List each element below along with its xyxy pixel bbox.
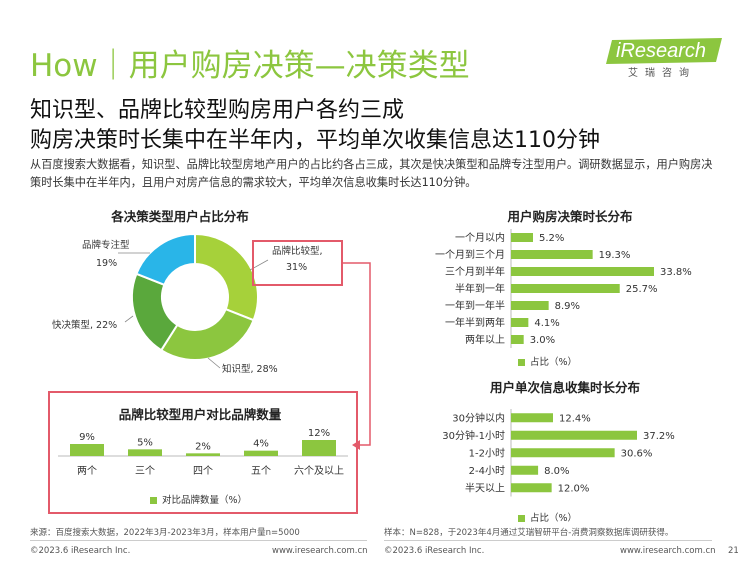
bar-value-label: 30.6% [621, 448, 653, 459]
info-collection-legend: 占比（%） [518, 510, 577, 524]
duration-bar [511, 301, 549, 310]
bar-value-label: 4.1% [534, 318, 559, 329]
leader-line [207, 357, 221, 369]
duration-bar [511, 413, 553, 423]
legend-label: 占比（%） [530, 357, 578, 368]
legend-label: 对比品牌数量（%） [162, 495, 248, 506]
duration-bar [511, 430, 637, 440]
headline-line-1: 知识型、品牌比较型购房用户各约三成 [30, 98, 405, 123]
page-number: 21 [728, 546, 739, 556]
bar-value-label: 8.9% [555, 301, 580, 312]
x-tick-label: 三个 [135, 465, 155, 477]
x-tick-label: 六个及以上 [294, 465, 344, 477]
brand-compare-chart: 9% 两个 5% 三个 2% 四个 4% 五个 12% 六个及以上 [58, 428, 348, 477]
y-tick-label: 半天以上 [465, 481, 505, 494]
legend-swatch [518, 515, 525, 522]
source-note-left: 来源：百度搜索大数据，2022年3月-2023年3月，样本用户量n=5000 [30, 528, 300, 538]
decision-duration-legend: 占比（%） [518, 354, 577, 368]
donut-label: 品牌比较型, [272, 245, 323, 257]
donut-slice [194, 232, 259, 322]
iresearch-logo: iResearch 艾瑞咨询 [606, 38, 724, 79]
website-link-right[interactable]: www.iresearch.com.cn [620, 546, 716, 556]
bar-value-label: 19.3% [599, 250, 631, 261]
y-tick-label: 30分钟-1小时 [442, 429, 505, 442]
copyright-left: ©2023.6 iResearch Inc. [30, 546, 131, 556]
brand-compare-bar [128, 449, 162, 456]
headline-line-2: 购房决策时长集中在半年内，平均单次收集信息达110分钟 [30, 128, 600, 153]
bar-value-label: 9% [79, 432, 95, 443]
bar-value-label: 2% [195, 441, 211, 452]
bar-value-label: 12.0% [558, 483, 590, 494]
x-tick-label: 两个 [77, 465, 97, 477]
bar-value-label: 4% [253, 439, 269, 450]
duration-bar [511, 318, 529, 327]
y-tick-label: 一个月到三个月 [435, 249, 505, 261]
decision-duration-chart: 一个月以内 5.2% 一个月到三个月 19.3% 三个月到半年 33.8% 半年到一年 25.… [435, 229, 692, 348]
duration-bar [511, 335, 524, 344]
bar-value-label: 3.0% [530, 335, 555, 346]
website-link-left[interactable]: www.iresearch.com.cn [272, 546, 368, 556]
y-tick-label: 一年半到两年 [445, 316, 505, 329]
logo-text: iResearch [616, 40, 707, 62]
footer-divider-right [384, 540, 712, 541]
bar-value-label: 12% [308, 428, 330, 439]
info-collection-title: 用户单次信息收集时长分布 [489, 380, 640, 395]
copyright-right: ©2023.6 iResearch Inc. [384, 546, 485, 556]
y-tick-label: 2-4小时 [469, 465, 505, 477]
donut-label: 品牌专注型 [82, 239, 130, 251]
bar-value-label: 8.0% [544, 466, 569, 477]
donut-slice [159, 307, 255, 361]
duration-bar [511, 483, 552, 493]
logo-badge-icon [606, 38, 722, 64]
bar-value-label: 5% [137, 437, 153, 448]
brand-compare-bar [186, 453, 220, 456]
y-tick-label: 两年以上 [465, 333, 505, 346]
decision-duration-title: 用户购房决策时长分布 [507, 209, 633, 224]
y-tick-label: 半年到一年 [455, 282, 505, 295]
brand-compare-bar [302, 440, 336, 456]
donut-value-label: 19% [96, 258, 117, 269]
source-note-right: 样本：N=828，于2023年4月通过艾瑞智研平台-消费洞察数据库调研获得。 [384, 528, 674, 538]
x-tick-label: 五个 [251, 465, 271, 477]
y-tick-label: 1-2小时 [469, 447, 505, 459]
legend-swatch [518, 359, 525, 366]
duration-bar [511, 284, 620, 293]
bar-value-label: 37.2% [643, 431, 675, 442]
brand-compare-legend: 对比品牌数量（%） [150, 492, 247, 506]
duration-bar [511, 250, 593, 259]
bar-value-label: 5.2% [539, 233, 564, 244]
brand-compare-bar [244, 450, 278, 456]
logo-subtitle: 艾瑞咨询 [628, 68, 696, 79]
info-collection-chart: 30分钟以内 12.4% 30分钟-1小时 37.2% 1-2小时 30.6% 2-4小时 8… [442, 409, 675, 497]
footer-divider-left [30, 540, 367, 541]
legend-swatch [150, 497, 157, 504]
duration-bar [511, 267, 654, 276]
leader-line [124, 315, 134, 323]
page-title: How｜用户购房决策—决策类型 [30, 48, 470, 84]
y-tick-label: 三个月到半年 [445, 265, 505, 278]
donut-value-label: 31% [286, 262, 307, 273]
highlight-box-brand-compare [252, 240, 343, 286]
brand-compare-bar [70, 444, 104, 456]
y-tick-label: 一年到一年半 [445, 299, 505, 312]
donut-label: 知识型, 28% [222, 363, 278, 375]
donut-label: 快决策型, 22% [52, 319, 117, 331]
duration-bar [511, 233, 533, 242]
bar-value-label: 12.4% [559, 413, 591, 424]
y-tick-label: 30分钟以内 [452, 411, 505, 424]
duration-bar [511, 448, 615, 458]
donut-chart-title: 各决策类型用户占比分布 [111, 209, 249, 224]
y-tick-label: 一个月以内 [455, 231, 505, 244]
x-tick-label: 四个 [193, 465, 213, 477]
bar-value-label: 33.8% [660, 267, 692, 278]
description: 从百度搜索大数据看，知识型、品牌比较型房地产用户的占比约各占三成，其次是快决策型… [30, 158, 713, 189]
brand-compare-title: 品牌比较型用户对比品牌数量 [118, 407, 282, 422]
bar-value-label: 25.7% [626, 284, 658, 295]
brand-compare-box [48, 391, 358, 514]
donut-chart: 品牌比较型, 31% 知识型, 28% 快决策型, 22% 品牌专注型 19% [52, 232, 323, 375]
legend-label: 占比（%） [530, 513, 578, 524]
donut-slice [135, 232, 196, 287]
duration-bar [511, 465, 539, 475]
